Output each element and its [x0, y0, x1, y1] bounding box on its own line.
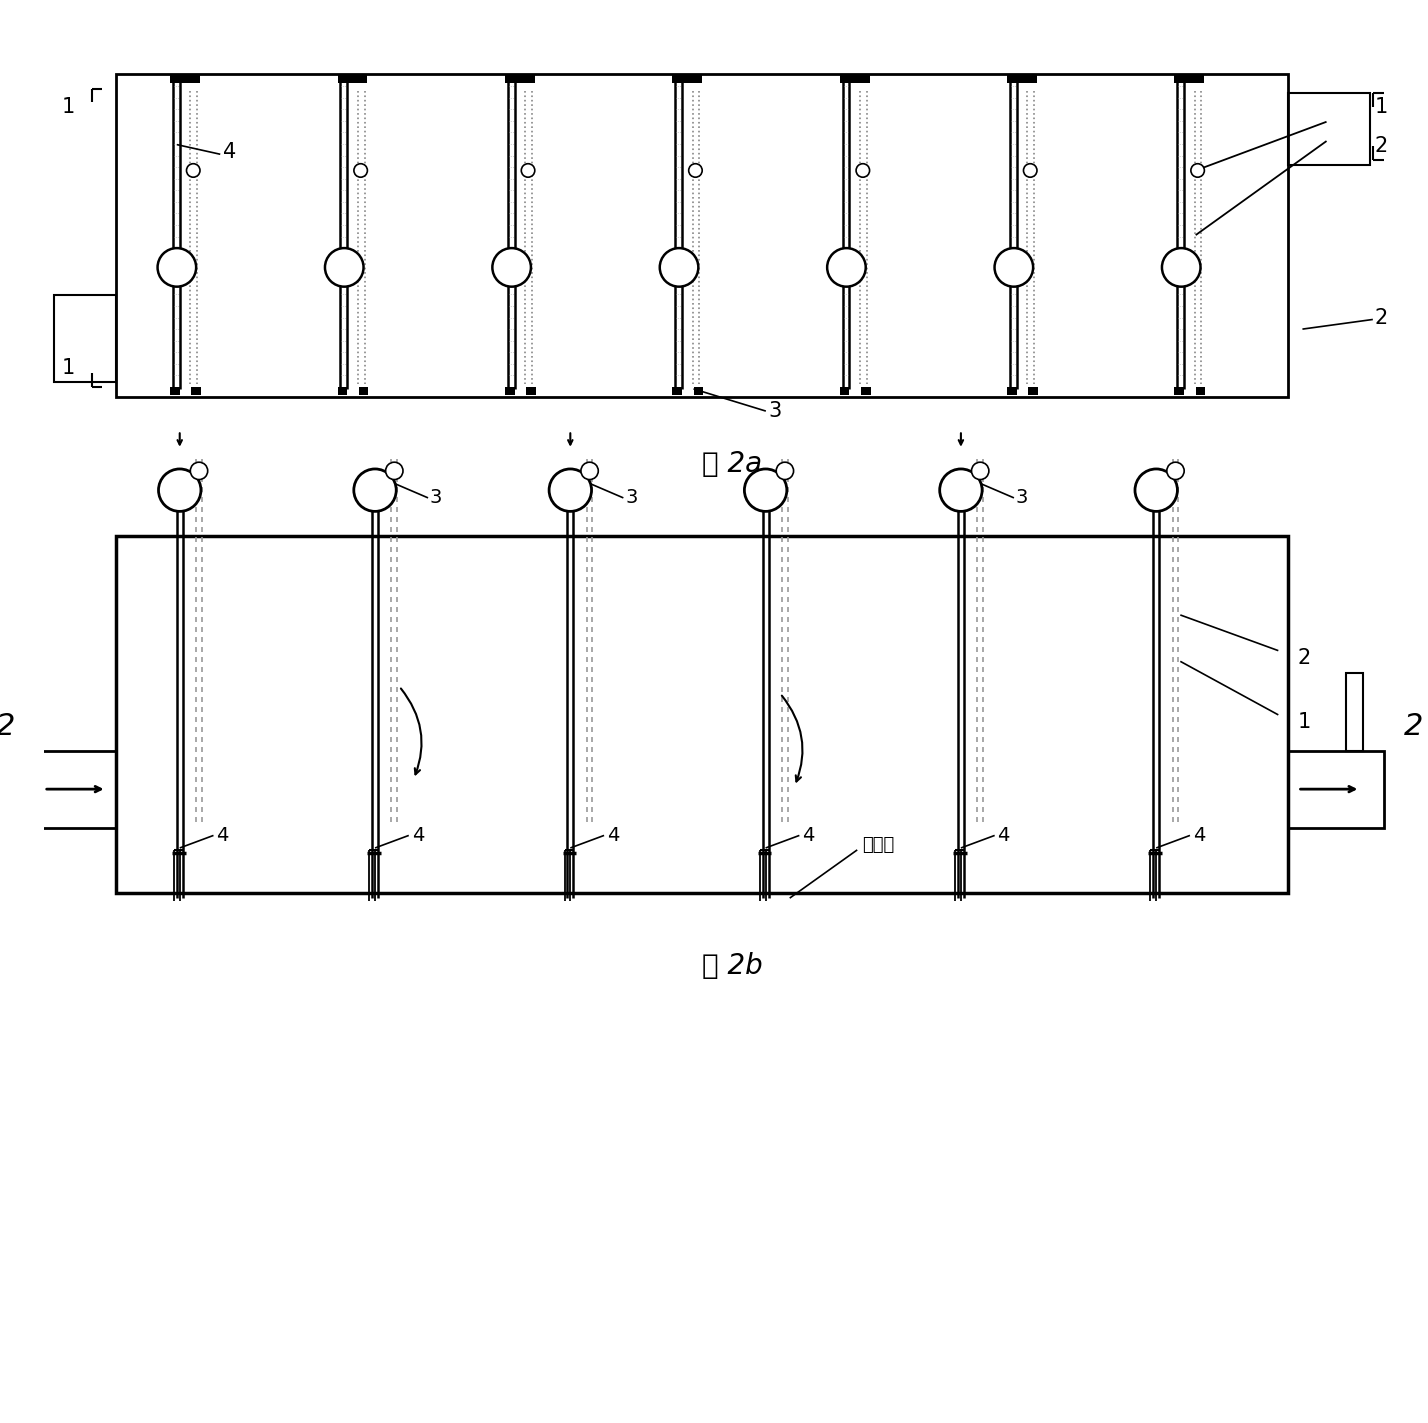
Bar	[337, 74, 367, 83]
Bar	[116, 536, 1288, 894]
Circle shape	[493, 248, 531, 286]
Text: 4: 4	[223, 142, 237, 162]
Bar	[116, 74, 1288, 397]
Circle shape	[777, 462, 794, 480]
Text: 水面线: 水面线	[863, 837, 894, 854]
Bar	[840, 387, 850, 394]
Circle shape	[159, 470, 201, 511]
Bar	[506, 387, 514, 394]
Circle shape	[1024, 164, 1037, 178]
Circle shape	[827, 248, 865, 286]
Circle shape	[581, 462, 598, 480]
Bar	[1288, 92, 1369, 165]
Bar	[170, 74, 200, 83]
Text: 2: 2	[1404, 712, 1424, 741]
Text: 4: 4	[1192, 825, 1205, 845]
Circle shape	[326, 248, 364, 286]
Text: 4: 4	[411, 825, 424, 845]
Text: 1: 1	[1298, 712, 1311, 731]
Text: 1: 1	[61, 357, 74, 377]
Bar	[1174, 74, 1204, 83]
Bar	[1195, 387, 1205, 394]
Circle shape	[1162, 248, 1201, 286]
Bar	[170, 387, 180, 394]
Circle shape	[386, 462, 403, 480]
Bar	[840, 74, 870, 83]
Bar	[506, 74, 536, 83]
Text: 图 2b: 图 2b	[703, 952, 763, 979]
Text: 1: 1	[61, 97, 74, 117]
Circle shape	[688, 164, 703, 178]
Text: 3: 3	[625, 488, 638, 508]
Circle shape	[940, 470, 982, 511]
Text: 4: 4	[217, 825, 228, 845]
Bar	[1007, 387, 1017, 394]
Text: 2: 2	[0, 712, 14, 741]
Circle shape	[190, 462, 207, 480]
Text: 2: 2	[1375, 135, 1388, 157]
Text: 1: 1	[1375, 97, 1388, 117]
Bar	[694, 387, 703, 394]
Bar	[337, 387, 347, 394]
Bar	[673, 387, 683, 394]
Text: 2: 2	[1298, 647, 1311, 667]
Circle shape	[660, 248, 698, 286]
Text: 3: 3	[430, 488, 443, 508]
Circle shape	[1191, 164, 1204, 178]
Bar	[1174, 387, 1184, 394]
Circle shape	[354, 164, 367, 178]
Circle shape	[354, 470, 396, 511]
Circle shape	[1135, 470, 1178, 511]
Circle shape	[550, 470, 591, 511]
Text: 图 2a: 图 2a	[703, 450, 763, 478]
Circle shape	[1167, 462, 1184, 480]
Text: 4: 4	[803, 825, 814, 845]
Bar	[526, 387, 536, 394]
Bar	[673, 74, 703, 83]
Circle shape	[994, 248, 1032, 286]
Text: 4: 4	[998, 825, 1010, 845]
Text: 2: 2	[1375, 307, 1388, 327]
Bar	[1345, 673, 1364, 750]
Text: 3: 3	[768, 401, 783, 421]
Bar	[191, 387, 201, 394]
Bar	[1028, 387, 1038, 394]
Text: 4: 4	[607, 825, 620, 845]
Bar	[1288, 750, 1384, 828]
Bar	[1007, 74, 1037, 83]
Circle shape	[187, 164, 200, 178]
Circle shape	[157, 248, 196, 286]
Circle shape	[855, 164, 870, 178]
Bar	[358, 387, 368, 394]
Bar	[861, 387, 871, 394]
Circle shape	[521, 164, 536, 178]
Circle shape	[744, 470, 787, 511]
Circle shape	[971, 462, 988, 480]
Text: 3: 3	[1015, 488, 1028, 508]
Bar	[20, 750, 116, 828]
Bar	[53, 296, 116, 383]
